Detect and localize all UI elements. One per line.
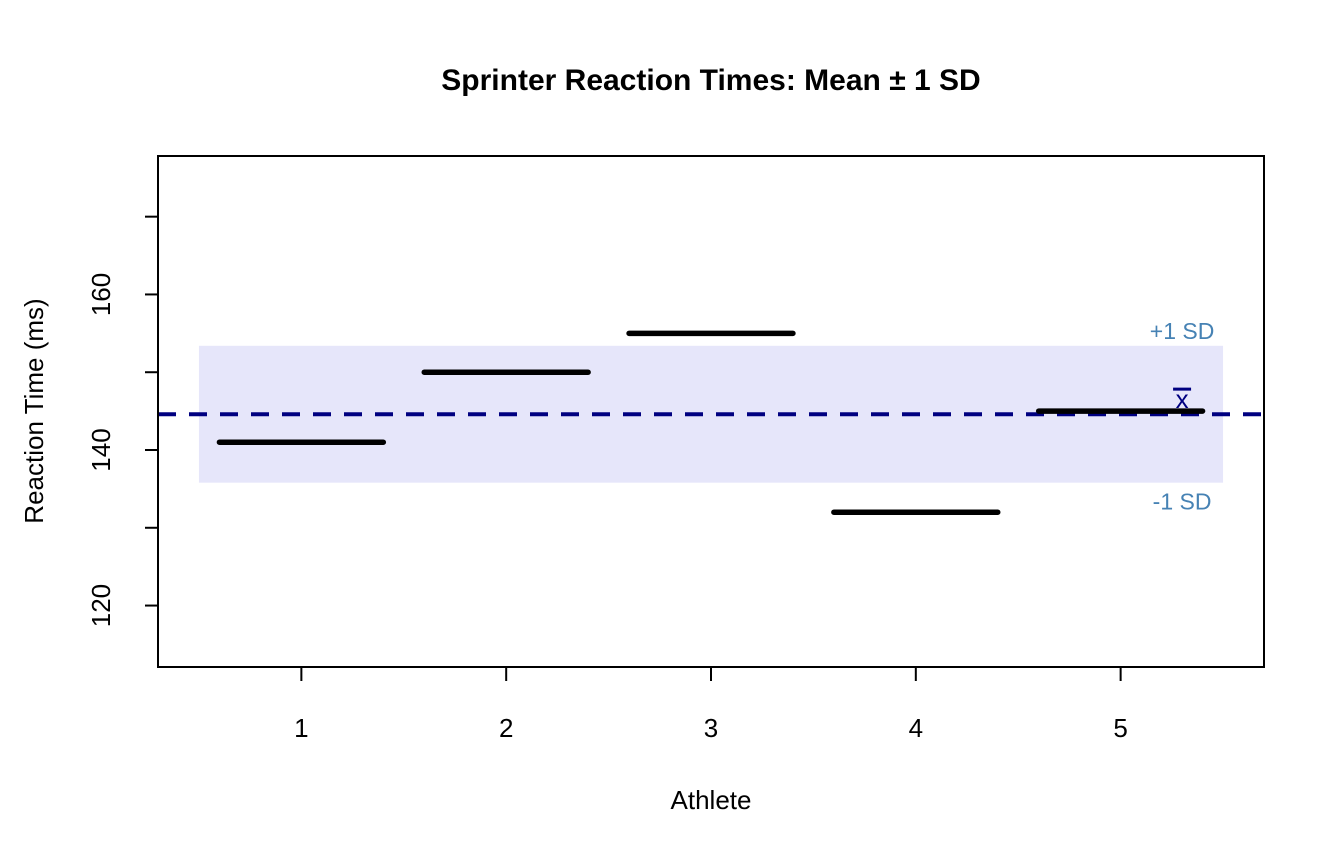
minus-1sd-label: -1 SD	[1153, 489, 1212, 515]
plus-1sd-label: +1 SD	[1150, 318, 1215, 344]
x-tick-label-4: 4	[909, 713, 923, 743]
y-tick-label-160: 160	[86, 273, 116, 316]
sd-band	[198, 345, 1224, 483]
x-tick-label-2: 2	[499, 713, 513, 743]
x-tick-label-3: 3	[704, 713, 718, 743]
x-tick-label-5: 5	[1113, 713, 1127, 743]
x-tick-label-1: 1	[294, 713, 308, 743]
y-tick-label-120: 120	[86, 584, 116, 627]
chart-title: Sprinter Reaction Times: Mean ± 1 SD	[441, 64, 981, 97]
mean-symbol-x: x	[1176, 384, 1189, 414]
y-tick-label-140: 140	[86, 428, 116, 471]
x-axis-title: Athlete	[670, 785, 752, 815]
